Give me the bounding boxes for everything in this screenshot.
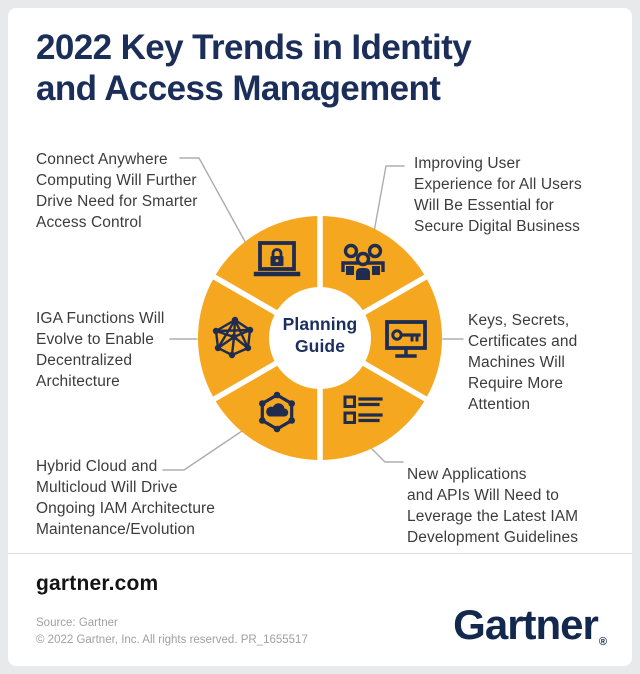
- center-label: Planning Guide: [282, 314, 358, 356]
- donut-hub: [269, 287, 371, 389]
- connector-top-left: [179, 157, 249, 248]
- source-copyright-note: Source: Gartner © 2022 Gartner, Inc. All…: [36, 615, 308, 650]
- gartner-wordmark: Gartner: [453, 601, 599, 648]
- gartner-url: gartner.com: [36, 572, 159, 595]
- trend-keys-secrets-machines: Keys, Secrets, Certificates and Machines…: [468, 312, 578, 413]
- page-title: 2022 Key Trends in Identity and Access M…: [36, 28, 472, 108]
- copyright-line: © 2022 Gartner, Inc. All rights reserved…: [36, 634, 308, 647]
- users-group-icon: [341, 243, 385, 280]
- registered-trademark-icon: ®: [598, 636, 607, 648]
- trend-hybrid-cloud: Hybrid Cloud and Multicloud Will Drive O…: [36, 458, 216, 538]
- key-monitor-icon: [385, 320, 427, 358]
- trend-user-experience: Improving User Experience for All Users …: [414, 155, 582, 235]
- cloud-network-icon: [259, 391, 295, 433]
- decentralized-network-icon: [212, 316, 254, 359]
- checklist-icon: [343, 395, 383, 424]
- connector-bottom-left: [162, 430, 243, 471]
- secure-laptop-icon: [253, 241, 301, 277]
- footer-divider: [8, 553, 632, 554]
- trend-iga-functions: IGA Functions Will Evolve to Enable Dece…: [36, 310, 165, 390]
- trend-new-apps-apis: New Applications and APIs Will Need to L…: [407, 466, 579, 546]
- trend-connect-anywhere: Connect Anywhere Computing Will Further …: [36, 151, 198, 231]
- source-line: Source: Gartner: [36, 617, 118, 629]
- connector-top-right: [373, 165, 405, 233]
- connector-bottom-right: [371, 448, 404, 463]
- gartner-logo: Gartner®: [453, 601, 607, 648]
